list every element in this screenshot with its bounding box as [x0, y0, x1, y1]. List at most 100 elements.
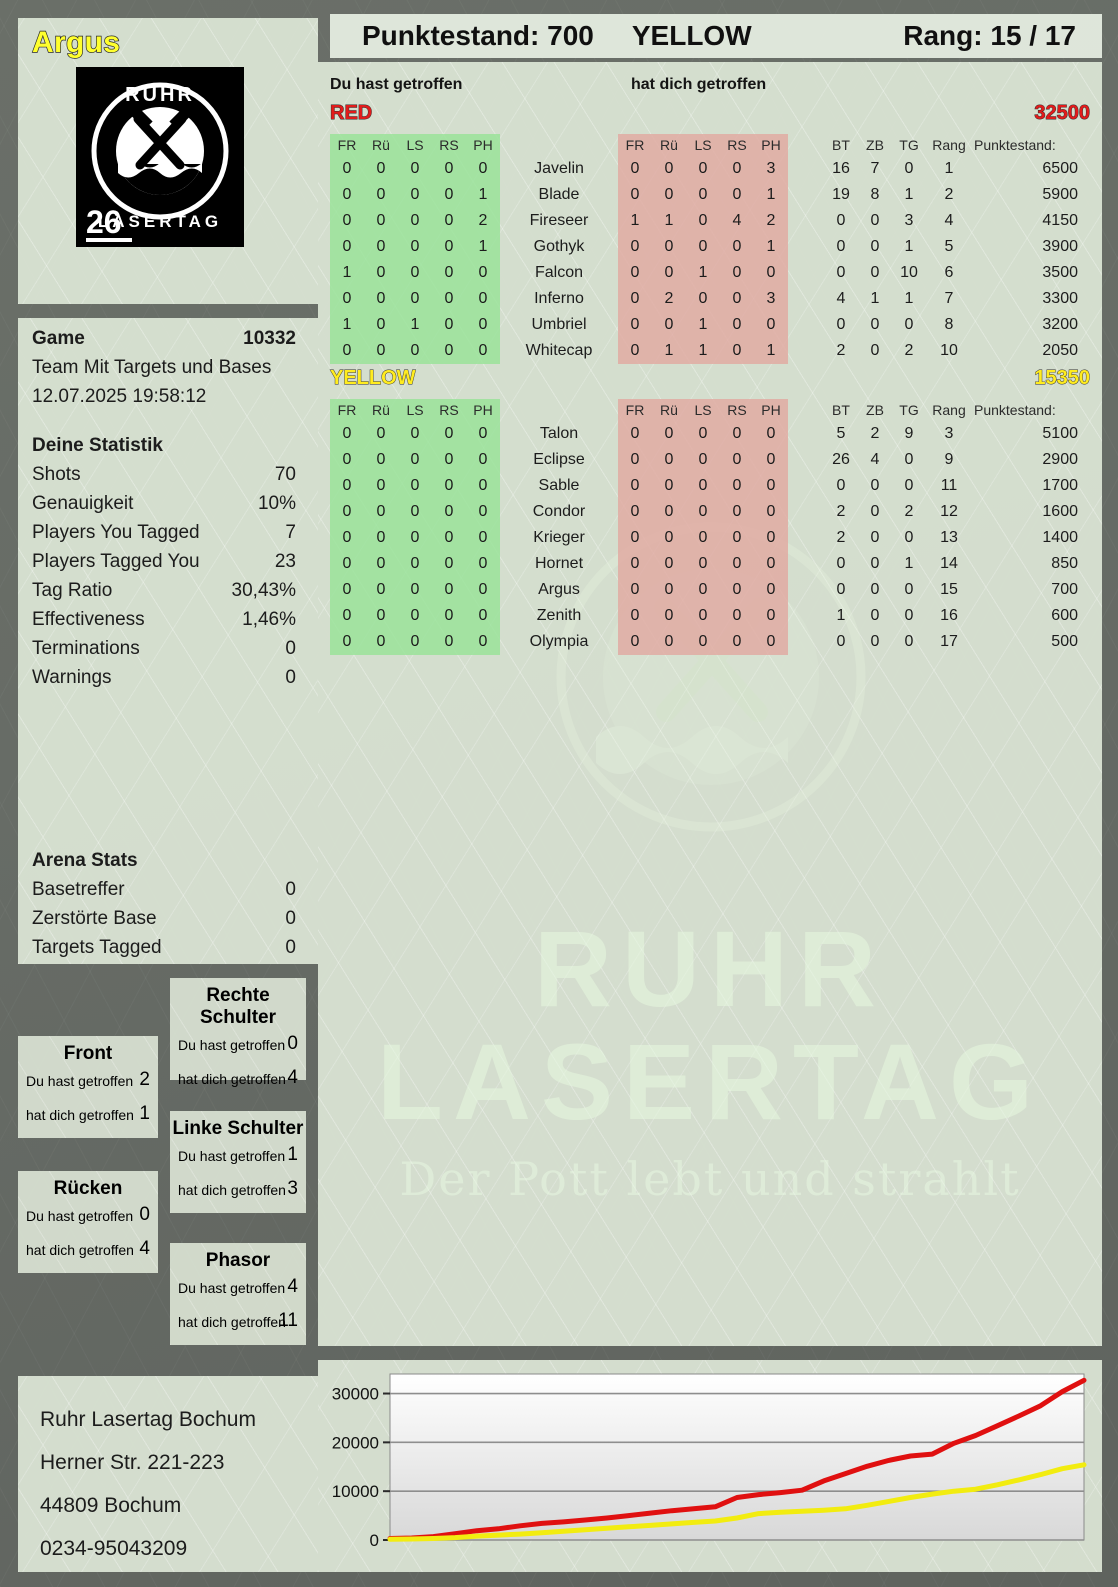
cell-got: 0	[686, 286, 720, 312]
cell-hit: 0	[432, 260, 466, 286]
cell-got: 0	[754, 447, 788, 473]
cell-gap	[788, 312, 824, 338]
address-line-1: Ruhr Lasertag Bochum	[40, 1408, 256, 1431]
cell-hit: 0	[330, 525, 364, 551]
cell-bt: 19	[832, 186, 850, 203]
cell-got: 0	[652, 447, 686, 473]
cell-hit: 0	[432, 551, 466, 577]
cell-zb: 0	[870, 503, 880, 520]
col-header-zb: ZB	[866, 137, 884, 153]
cell-rang: 3	[944, 425, 954, 442]
cell-score: 1400	[1042, 529, 1078, 546]
chart-y-tick-label: 10000	[332, 1482, 379, 1501]
table-row: 0 0 0 0 0 Whitecap 0 1 1 0 1 2 0 2 10 2050	[330, 338, 1078, 364]
cell-got: 0	[686, 208, 720, 234]
cell-got: 0	[618, 260, 652, 286]
rank-label: Rang: 15 / 17	[903, 20, 1076, 51]
col-header-hit: RS	[432, 399, 466, 421]
cell-got: 2	[652, 286, 686, 312]
cell-got: 0	[686, 551, 720, 577]
cell-zb: 0	[870, 555, 880, 572]
player-stat-label: Genauigkeit	[32, 493, 134, 514]
cell-hit: 0	[466, 473, 500, 499]
team-name-red: RED	[330, 102, 373, 125]
cell-got: 0	[652, 577, 686, 603]
cell-tg: 0	[904, 451, 914, 468]
cell-hit: 1	[466, 182, 500, 208]
bodypart-title: Rücken	[53, 1178, 123, 1199]
cell-score: 3300	[1042, 290, 1078, 307]
cell-got: 0	[652, 629, 686, 655]
cell-rang: 12	[940, 503, 958, 520]
cell-zb: 2	[870, 425, 880, 442]
cell-tg: 1	[904, 238, 914, 255]
cell-hit: 0	[330, 603, 364, 629]
cell-rang: 2	[944, 186, 954, 203]
cell-zb: 7	[870, 160, 880, 177]
cell-got: 0	[720, 629, 754, 655]
col-header-got: LS	[686, 134, 720, 156]
bodypart-hit-value: 2	[139, 1069, 150, 1090]
arena-stat-label: Targets Tagged	[32, 937, 162, 958]
cell-rang: 17	[940, 633, 958, 650]
cell-tg: 0	[904, 316, 914, 333]
bodypart-got-row: hat dich getroffen 11	[170, 1306, 306, 1340]
col-header-name	[500, 134, 618, 156]
cell-gap	[788, 286, 824, 312]
cell-got: 0	[720, 260, 754, 286]
cell-hit: 0	[364, 234, 398, 260]
game-mode: Team Mit Targets und Bases	[32, 357, 272, 378]
table-header-row: FR Rü LS RS PH FR Rü LS RS PH BT ZB TG Rang Punktestan…	[330, 134, 1078, 156]
bodypart-got-value: 3	[287, 1178, 298, 1199]
cell-zb: 0	[870, 264, 880, 281]
cell-hit: 0	[398, 577, 432, 603]
cell-tg: 1	[904, 290, 914, 307]
bodypart-box-left-shoulder: Linke Schulter Du hast getroffen 1 hat d…	[170, 1111, 306, 1213]
watermark-line2: LASERTAG	[377, 1021, 1043, 1143]
cell-player-name: Krieger	[533, 529, 585, 546]
cell-hit: 0	[432, 182, 466, 208]
col-header-hit: Rü	[364, 399, 398, 421]
game-mode-row: Team Mit Targets und Bases	[18, 357, 318, 386]
table-row: 0 0 0 0 0 Argus 0 0 0 0 0 0 0 0 15 700	[330, 577, 1078, 603]
cell-score: 6500	[1042, 160, 1078, 177]
cell-got: 0	[652, 156, 686, 182]
cell-gap	[788, 260, 824, 286]
cell-got: 0	[618, 525, 652, 551]
cell-hit: 0	[364, 525, 398, 551]
cell-got: 0	[618, 473, 652, 499]
deine-statistik-title: Deine Statistik	[32, 435, 163, 456]
cell-got: 0	[618, 312, 652, 338]
cell-hit: 0	[330, 551, 364, 577]
col-header-tg: TG	[899, 402, 919, 418]
cell-got: 0	[754, 551, 788, 577]
table-row: 0 0 0 0 0 Hornet 0 0 0 0 0 0 0 1 14 850	[330, 551, 1078, 577]
cell-hit: 1	[330, 260, 364, 286]
cell-hit: 0	[398, 156, 432, 182]
cell-got: 0	[720, 525, 754, 551]
cell-got: 0	[618, 577, 652, 603]
col-header-got: FR	[618, 134, 652, 156]
arena-stats-title-row: Arena Stats	[18, 850, 318, 879]
col-header-got: Rü	[652, 399, 686, 421]
col-header-tg: TG	[899, 137, 919, 153]
cell-rang: 5	[944, 238, 954, 255]
scoreboard-panel: RUHR LASERTAG Der Pott lebt und strahlt …	[318, 62, 1102, 1346]
cell-gap	[788, 603, 824, 629]
player-stat-value: 30,43%	[231, 580, 296, 601]
cell-bt: 0	[836, 581, 846, 598]
cell-hit: 0	[432, 286, 466, 312]
cell-hit: 0	[398, 551, 432, 577]
arena-stat-value: 0	[285, 879, 296, 900]
player-stat-row: Terminations 0	[18, 638, 318, 667]
cell-score: 850	[1051, 555, 1078, 572]
cell-got: 1	[618, 208, 652, 234]
cell-bt: 0	[836, 212, 846, 229]
cell-hit: 0	[364, 182, 398, 208]
cell-player-name: Hornet	[534, 555, 584, 572]
table-row: 0 0 0 0 0 Inferno 0 2 0 0 3 4 1 1 7 3300	[330, 286, 1078, 312]
bodypart-hit-value: 0	[287, 1033, 298, 1054]
player-stat-row: Players Tagged You 23	[18, 551, 318, 580]
bodypart-got-label: hat dich getroffen	[178, 1182, 286, 1198]
score-label: Punktestand: 700	[362, 20, 594, 51]
